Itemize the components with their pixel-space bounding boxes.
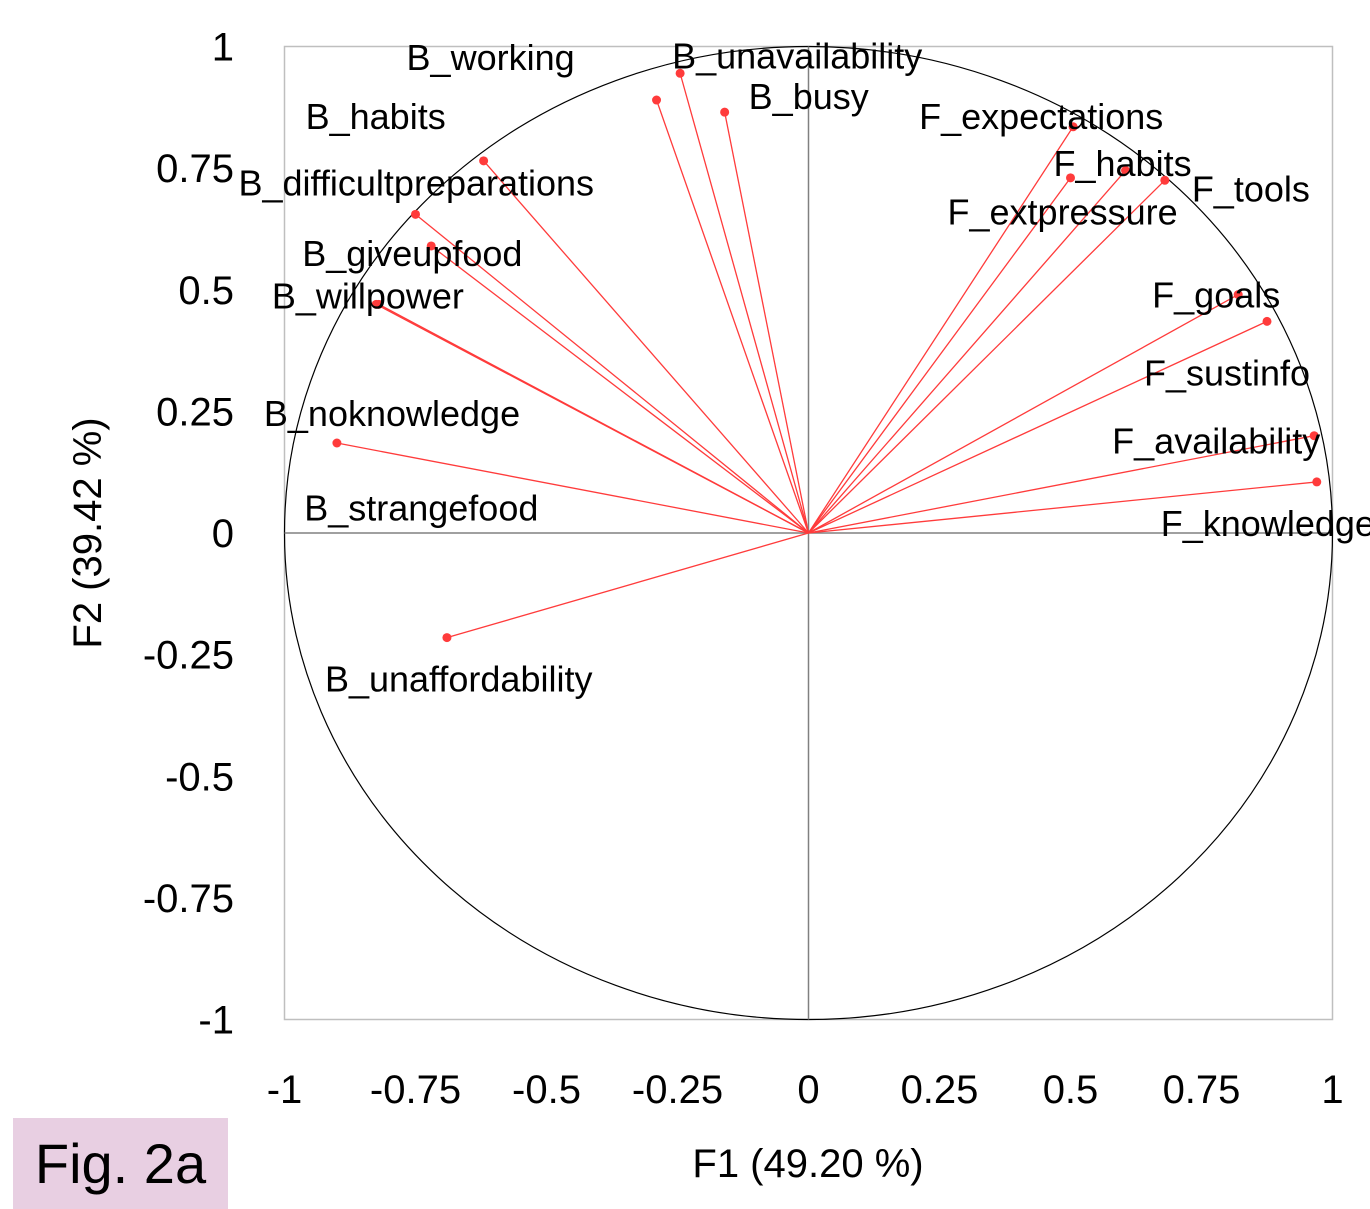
vector-point bbox=[1068, 122, 1078, 132]
variable-label: B_busy bbox=[749, 76, 869, 117]
variable-label: F_tools bbox=[1192, 168, 1310, 209]
vector-line bbox=[808, 294, 1239, 534]
variable-label: B_willpower bbox=[272, 275, 464, 316]
y-tick-label: -0.75 bbox=[143, 877, 234, 921]
vector-point bbox=[1262, 316, 1272, 326]
variable-label: F_habits bbox=[1054, 143, 1192, 184]
variable-label: B_unavailability bbox=[672, 35, 922, 76]
variable-label: B_giveupfood bbox=[302, 233, 522, 274]
vector-point bbox=[720, 107, 730, 117]
variable-label: F_knowledge bbox=[1161, 503, 1370, 544]
vector-line bbox=[807, 126, 1074, 534]
vector-group bbox=[332, 68, 1322, 643]
y-tick-label: -1 bbox=[198, 999, 234, 1043]
variable-label: B_habits bbox=[306, 96, 446, 137]
vector-point bbox=[442, 633, 452, 643]
vector-line bbox=[679, 73, 810, 534]
vector-line bbox=[808, 320, 1268, 534]
vector-line bbox=[446, 532, 809, 639]
x-tick-label: 0.75 bbox=[1163, 1068, 1241, 1112]
vector-point bbox=[1312, 477, 1322, 487]
variable-label: B_unaffordability bbox=[325, 659, 593, 700]
y-tick-label: 0.5 bbox=[178, 269, 234, 313]
vector-line bbox=[808, 170, 1127, 534]
vector-line bbox=[375, 303, 809, 534]
variable-label: B_difficultpreparations bbox=[239, 162, 595, 203]
y-tick-label: 0 bbox=[212, 512, 234, 556]
vector-point bbox=[1121, 166, 1131, 176]
variable-label: F_goals bbox=[1152, 275, 1280, 316]
vector-point bbox=[1309, 431, 1319, 441]
vector-point bbox=[1160, 175, 1170, 185]
vector-line bbox=[808, 179, 1166, 534]
vector-line bbox=[808, 435, 1315, 534]
vector-line bbox=[430, 245, 809, 534]
figure-label: Fig. 2a bbox=[13, 1118, 228, 1209]
y-tick-label: 1 bbox=[212, 26, 234, 70]
x-axis-title: F1 (49.20 %) bbox=[692, 1142, 923, 1186]
vector-point bbox=[1066, 173, 1075, 183]
y-tick-label: -0.5 bbox=[165, 755, 234, 799]
y-tick-label: 0.25 bbox=[156, 390, 234, 434]
vector-point bbox=[332, 438, 342, 448]
vector-point bbox=[675, 68, 685, 78]
vector-line bbox=[336, 442, 809, 534]
vector-line bbox=[483, 160, 809, 534]
variable-label: B_noknowledge bbox=[264, 393, 520, 434]
y-tick-label: -0.25 bbox=[143, 634, 234, 678]
variable-label: F_extpressure bbox=[948, 192, 1178, 233]
y-tick-labels: 1 0.75 0.5 0.25 0 -0.25 -0.5 -0.75 -1 bbox=[143, 26, 234, 1043]
x-tick-label: 0 bbox=[797, 1068, 819, 1112]
x-tick-label: -0.25 bbox=[632, 1068, 723, 1112]
vector-point bbox=[479, 156, 489, 166]
vector-line bbox=[808, 481, 1317, 534]
vector-line bbox=[415, 213, 809, 534]
vector-line bbox=[724, 112, 810, 534]
x-tick-label: -0.5 bbox=[512, 1068, 581, 1112]
y-axis-title: F2 (39.42 %) bbox=[66, 417, 110, 648]
variable-label: F_expectations bbox=[919, 96, 1163, 137]
x-tick-label: 1 bbox=[1321, 1068, 1343, 1112]
x-tick-label: -0.75 bbox=[370, 1068, 461, 1112]
variable-label: B_strangefood bbox=[304, 487, 538, 528]
x-tick-labels: -1 -0.75 -0.5 -0.25 0 0.25 0.5 0.75 1 bbox=[267, 1068, 1344, 1112]
x-tick-label: 0.5 bbox=[1043, 1068, 1099, 1112]
variable-label: F_sustinfo bbox=[1144, 352, 1310, 393]
variable-label: F_availability bbox=[1112, 421, 1320, 462]
vector-line bbox=[655, 99, 810, 534]
variable-label: B_working bbox=[407, 37, 575, 78]
vector-point bbox=[652, 95, 662, 105]
vector-point bbox=[426, 241, 436, 251]
vector-point bbox=[371, 299, 381, 309]
vector-point bbox=[411, 209, 420, 219]
y-tick-label: 0.75 bbox=[156, 147, 234, 191]
vector-point bbox=[1233, 290, 1243, 300]
x-tick-label: 0.25 bbox=[901, 1068, 979, 1112]
vector-line bbox=[807, 177, 1072, 534]
x-tick-label: -1 bbox=[267, 1068, 303, 1112]
